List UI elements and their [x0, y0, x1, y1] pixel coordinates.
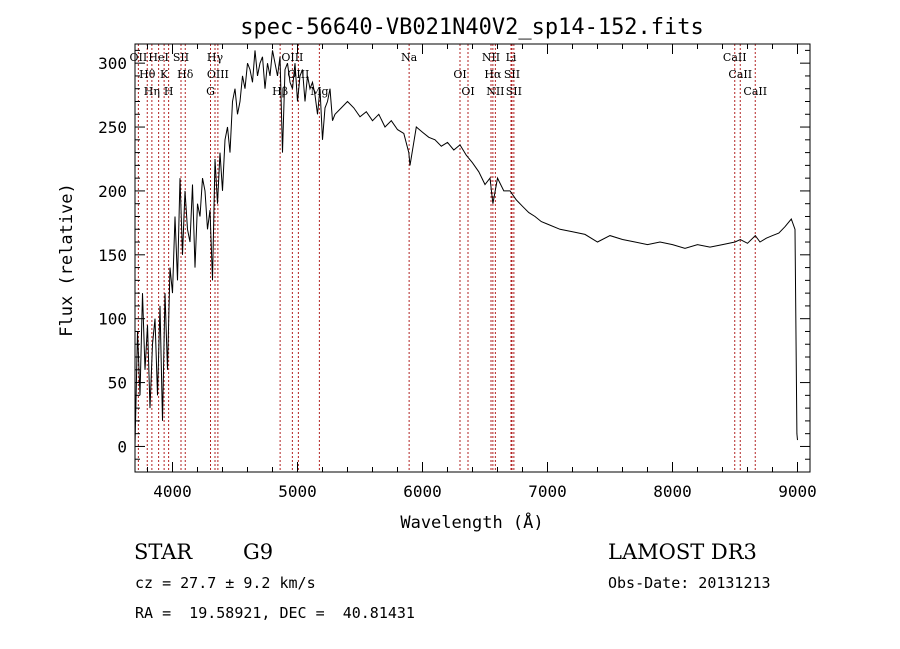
- line-label: Hθ: [139, 68, 156, 81]
- x-tick-label: 4000: [153, 482, 192, 501]
- x-tick-label: 5000: [278, 482, 317, 501]
- y-tick-label: 150: [98, 246, 127, 265]
- line-label: Hγ: [207, 51, 224, 64]
- x-tick-label: 7000: [528, 482, 567, 501]
- obs-date: Obs-Date: 20131213: [608, 574, 771, 592]
- line-label: SII: [506, 85, 522, 98]
- line-label: Hη: [144, 85, 160, 98]
- survey-name: LAMOST DR3: [608, 540, 757, 564]
- line-label: CaII: [728, 68, 752, 81]
- x-axis-label: Wavelength (Å): [400, 511, 543, 533]
- x-tick-label: 8000: [653, 482, 692, 501]
- line-label: SII: [173, 51, 189, 64]
- y-tick-label: 50: [108, 374, 127, 393]
- y-tick-label: 300: [98, 54, 127, 73]
- line-label: Na: [401, 51, 418, 64]
- plot-frame: [134, 43, 811, 473]
- y-tick-label: 250: [98, 118, 127, 137]
- line-label: Li: [506, 51, 517, 64]
- line-label: Hα: [484, 68, 502, 81]
- line-label: CaII: [743, 85, 767, 98]
- line-label: CaII: [723, 51, 747, 64]
- line-label: OIII: [281, 51, 303, 64]
- line-label: NII: [482, 51, 500, 64]
- line-label: Hδ: [177, 68, 194, 81]
- line-label: Hβ: [272, 85, 288, 98]
- line-label: OIII: [287, 68, 309, 81]
- spectrum-line: [134, 50, 798, 447]
- line-label: OIII: [207, 68, 229, 81]
- x-tick-label: 6000: [403, 482, 442, 501]
- y-tick-label: 0: [117, 437, 127, 456]
- line-label: OI: [453, 68, 466, 81]
- chart-title: spec-56640-VB021N40V2_sp14-152.fits: [240, 15, 704, 40]
- line-label: OII: [130, 51, 148, 64]
- coordinates: RA = 19.58921, DEC = 40.81431: [135, 604, 415, 622]
- object-class: STAR: [134, 540, 193, 564]
- redshift-text: cz = 27.7 ± 9.2 km/s: [135, 574, 316, 592]
- y-axis-label: Flux (relative): [57, 183, 77, 337]
- line-label: SII: [504, 68, 520, 81]
- line-label: OI: [461, 85, 474, 98]
- subclass: G9: [243, 540, 274, 564]
- line-label: NII: [486, 85, 504, 98]
- x-tick-label: 9000: [778, 482, 817, 501]
- line-label: Mg: [310, 85, 328, 98]
- y-tick-label: 200: [98, 182, 127, 201]
- line-label: HeI: [148, 51, 168, 64]
- line-label: K: [160, 68, 169, 81]
- line-label: G: [206, 85, 215, 98]
- line-label: H: [164, 85, 174, 98]
- y-tick-label: 100: [98, 310, 127, 329]
